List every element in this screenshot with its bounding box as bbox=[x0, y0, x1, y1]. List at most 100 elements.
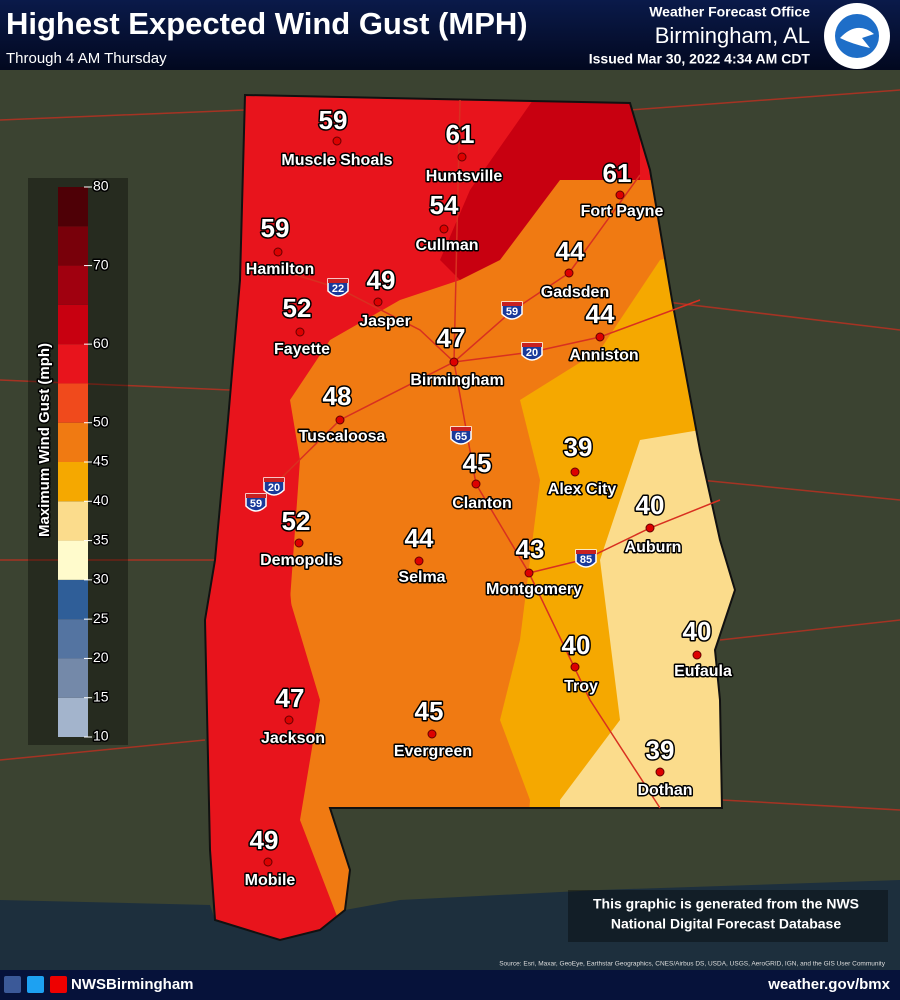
city-name: Alex City bbox=[548, 481, 617, 498]
city-dot bbox=[564, 268, 574, 278]
city-dot bbox=[524, 568, 534, 578]
shield-label: 20 bbox=[268, 482, 280, 494]
shield-label: 59 bbox=[250, 498, 262, 510]
city-value: 39 bbox=[564, 432, 593, 462]
city-name: Fayette bbox=[274, 341, 330, 358]
legend-swatch bbox=[58, 501, 88, 541]
footer-bar bbox=[0, 970, 900, 1000]
city-name: Birmingham bbox=[410, 372, 503, 389]
city-value: 39 bbox=[646, 735, 675, 765]
legend-tick-label: 50 bbox=[93, 413, 109, 429]
city-dot bbox=[595, 332, 605, 342]
legend-swatch bbox=[58, 619, 88, 659]
city-value: 52 bbox=[282, 506, 311, 536]
note-panel bbox=[568, 890, 888, 942]
shield-label: 20 bbox=[526, 347, 538, 359]
city-name: Mobile bbox=[245, 872, 296, 889]
city-name: Gadsden bbox=[541, 284, 609, 301]
city-value: 44 bbox=[586, 299, 615, 329]
city-name: Cullman bbox=[415, 237, 478, 254]
city-name: Selma bbox=[398, 569, 445, 586]
city-dot bbox=[273, 247, 283, 257]
shield bbox=[501, 301, 523, 320]
city-value: 52 bbox=[283, 293, 312, 323]
city-name: Muscle Shoals bbox=[281, 152, 392, 169]
city-value: 43 bbox=[516, 534, 545, 564]
shield-label: 65 bbox=[455, 431, 467, 443]
shield-top bbox=[522, 343, 542, 347]
city-name: Demopolis bbox=[260, 552, 342, 569]
legend-tick-label: 60 bbox=[93, 335, 109, 351]
city-value: 47 bbox=[276, 683, 305, 713]
city-value: 40 bbox=[683, 616, 712, 646]
city-dot bbox=[570, 467, 580, 477]
city-name: Clanton bbox=[452, 495, 512, 512]
city-dot bbox=[570, 662, 580, 672]
city-dot bbox=[471, 479, 481, 489]
city-name: Jasper bbox=[359, 313, 411, 330]
city-value: 47 bbox=[437, 323, 466, 353]
city-value: 45 bbox=[463, 448, 492, 478]
legend-title: Maximum Wind Gust (mph) bbox=[36, 343, 53, 537]
city-name: Troy bbox=[564, 678, 598, 695]
social-handle[interactable]: NWSBirmingham bbox=[71, 976, 194, 993]
city-name: Huntsville bbox=[426, 168, 503, 185]
issued: Issued Mar 30, 2022 4:34 AM CDT bbox=[589, 51, 811, 67]
legend-tick-label: 25 bbox=[93, 610, 109, 626]
legend-swatch bbox=[58, 304, 88, 345]
city-value: 59 bbox=[319, 105, 348, 135]
city-value: 49 bbox=[250, 825, 279, 855]
city-name: Dothan bbox=[637, 782, 692, 799]
city-dot bbox=[655, 767, 665, 777]
city-value: 44 bbox=[556, 236, 585, 266]
subtitle: Through 4 AM Thursday bbox=[6, 50, 167, 67]
city-name: Montgomery bbox=[486, 581, 582, 598]
city-value: 40 bbox=[562, 630, 591, 660]
legend-swatch bbox=[58, 265, 88, 305]
shield bbox=[450, 426, 472, 445]
legend: 10 15 20 25 30 35 40 45 50 60 70 80 Maximum Wind Gus… bbox=[34, 176, 110, 745]
city-name: Auburn bbox=[625, 539, 682, 556]
legend-swatch bbox=[58, 226, 88, 266]
city-dot bbox=[439, 224, 449, 234]
city-value: 54 bbox=[430, 190, 459, 220]
city-value: 40 bbox=[636, 490, 665, 520]
shield bbox=[521, 342, 543, 361]
city-dot bbox=[332, 136, 342, 146]
shield-top bbox=[264, 478, 284, 482]
city-value: 45 bbox=[415, 696, 444, 726]
url[interactable]: weather.gov/bmx bbox=[767, 976, 890, 993]
city-dot bbox=[449, 357, 459, 367]
city-dot bbox=[373, 297, 383, 307]
city-name: Eufaula bbox=[674, 663, 732, 680]
note-line: National Digital Forecast Database bbox=[611, 916, 842, 932]
shield-top bbox=[576, 550, 596, 554]
city-dot bbox=[692, 650, 702, 660]
shield bbox=[327, 278, 349, 297]
office: Weather Forecast Office bbox=[649, 4, 810, 20]
city-dot bbox=[457, 152, 467, 162]
city-dot bbox=[414, 556, 424, 566]
legend-swatch bbox=[58, 422, 88, 462]
shield-top bbox=[502, 302, 522, 306]
shield bbox=[245, 493, 267, 512]
shield-label: 22 bbox=[332, 283, 344, 295]
city-name: Tuscaloosa bbox=[299, 428, 386, 445]
state-outline bbox=[203, 93, 737, 942]
legend-swatch bbox=[58, 579, 88, 620]
city-name: Fort Payne bbox=[581, 203, 664, 220]
city-value: 59 bbox=[261, 213, 290, 243]
legend-tick-label: 15 bbox=[93, 688, 109, 704]
legend-tick-label: 40 bbox=[93, 492, 109, 508]
shields: 22 59 20 65 20 59 85 bbox=[245, 278, 597, 568]
note-line: This graphic is generated from the NWS bbox=[593, 896, 859, 912]
shield-top bbox=[328, 279, 348, 283]
shield-label: 85 bbox=[580, 554, 592, 566]
legend-swatch bbox=[58, 187, 88, 227]
shield-top bbox=[451, 427, 471, 431]
shield bbox=[575, 549, 597, 568]
city-name: Jackson bbox=[261, 730, 325, 747]
city-dot bbox=[427, 729, 437, 739]
title: Highest Expected Wind Gust (MPH) bbox=[6, 6, 528, 41]
